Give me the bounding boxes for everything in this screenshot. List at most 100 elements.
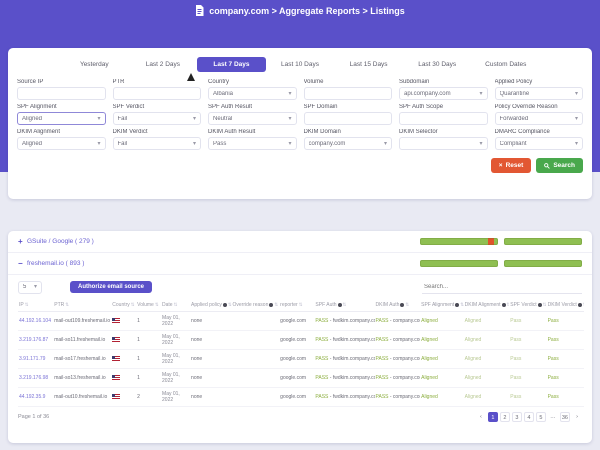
dkim-domain-select[interactable]: company.com ▾ <box>303 137 392 150</box>
dkim-auth-result-select[interactable]: Pass ▾ <box>208 137 297 150</box>
info-icon[interactable] <box>577 302 582 307</box>
cell-dkim-verdict: Pass <box>546 349 584 369</box>
cell-ip[interactable]: 3.219.176.87 <box>18 330 54 350</box>
cell-country <box>111 349 137 369</box>
chevron-down-icon: ▾ <box>288 90 292 97</box>
dkim-alignment-select[interactable]: Aligned ▾ <box>17 137 106 150</box>
table-search-input[interactable] <box>422 280 582 294</box>
col-spf-verdict[interactable]: SPF Verdict ⇅ <box>509 299 547 312</box>
page-button-36[interactable]: 36 <box>559 412 570 422</box>
col-spf-auth[interactable]: SPF Auth ⇅ <box>314 299 375 312</box>
cell-override-reason <box>231 311 280 331</box>
col-dkim-verdict[interactable]: DKIM Verdict⇅ <box>546 299 584 312</box>
dkim-selector-select[interactable]: ▾ <box>399 137 488 150</box>
filter-label: SPF Auth Scope <box>399 104 444 110</box>
country-select[interactable]: Albania ▾ <box>208 87 297 100</box>
collapse-icon[interactable]: − <box>18 259 23 268</box>
table-row: 3.219.176.87 mail-so11.freshemail.io 1 M… <box>18 330 584 350</box>
col-ptr[interactable]: PTR⇅ <box>53 299 112 312</box>
page-button-2[interactable]: 2 <box>499 412 510 422</box>
next-page-button[interactable]: › <box>576 414 578 420</box>
spf-auth-scope-input[interactable] <box>399 112 488 125</box>
col-volume[interactable]: Volume⇅ <box>136 299 162 312</box>
col-dkim-alignment[interactable]: DKIM Alignment⇅ <box>463 299 510 312</box>
page-button-5[interactable]: 5 <box>535 412 546 422</box>
cell-dkim-alignment: Aligned <box>463 330 510 350</box>
expand-icon[interactable]: + <box>18 237 23 246</box>
search-button[interactable]: Search <box>536 158 583 173</box>
page-button-1[interactable]: 1 <box>487 412 498 422</box>
info-icon[interactable] <box>337 302 342 307</box>
subdomain-select[interactable]: api.company.com ▾ <box>399 87 488 100</box>
table-toolbar: 5 ▾ Authorize email source <box>8 275 592 299</box>
cell-spf-verdict: Pass <box>509 311 547 331</box>
col-override-reason[interactable]: Override reason ⇅ <box>231 299 280 312</box>
spf-auth-result-select[interactable]: Neutral ▾ <box>208 112 297 125</box>
spf-verdict-select[interactable]: Fail ▾ <box>112 112 201 125</box>
filter-label: DKIM Verdict <box>112 129 148 135</box>
chevron-down-icon: ▾ <box>288 115 292 122</box>
tab-last-30-days[interactable]: Last 30 Days <box>418 61 457 68</box>
tab-custom-dates[interactable]: Custom Dates <box>485 61 527 68</box>
col-applied-policy[interactable]: Applied policy ⇅ <box>190 299 232 312</box>
filter-country: Country Albania ▾ <box>208 79 297 100</box>
tab-yesterday[interactable]: Yesterday <box>79 61 109 68</box>
info-icon[interactable] <box>501 302 506 307</box>
table-row: 44.192.16.104 mail-out109.freshemail.io … <box>18 311 584 331</box>
tab-last-2-days[interactable]: Last 2 Days <box>145 61 181 68</box>
cell-volume: 1 <box>136 311 162 331</box>
source-name[interactable]: freshemail.io ( 893 ) <box>27 260 85 267</box>
reset-button[interactable]: × Reset <box>490 158 532 173</box>
cell-ptr: mail-so13.freshemail.io <box>53 368 112 388</box>
page-button-4[interactable]: 4 <box>523 412 534 422</box>
cell-applied-policy: none <box>190 349 232 369</box>
applied-policy-select[interactable]: Quarantine ▾ <box>494 87 583 100</box>
sort-icon: ⇅ <box>65 302 70 307</box>
prev-page-button[interactable]: ‹ <box>479 414 482 420</box>
page-size-select[interactable]: 5 ▾ <box>18 280 42 294</box>
cell-dkim-verdict: Pass <box>546 311 584 331</box>
info-icon[interactable] <box>269 302 274 307</box>
cell-dkim-alignment: Aligned <box>463 311 510 331</box>
col-spf-alignment[interactable]: SPF Alignment ⇅ <box>420 299 464 312</box>
tab-last-10-days[interactable]: Last 10 Days <box>281 61 319 68</box>
info-icon[interactable] <box>400 302 405 307</box>
cell-ip[interactable]: 44.192.35.9 <box>18 387 54 407</box>
info-icon[interactable] <box>537 302 542 307</box>
col-reporter[interactable]: reporter⇅ <box>279 299 315 312</box>
chevron-down-icon: ▾ <box>97 115 101 122</box>
spf-alignment-select[interactable]: Aligned ▾ <box>17 112 106 125</box>
sort-icon: ⇅ <box>227 302 232 307</box>
col-ip[interactable]: IP⇅ <box>18 299 54 312</box>
authorize-email-source-button[interactable]: Authorize email source <box>70 281 153 293</box>
cell-ptr: mail-so17.freshemail.io <box>53 349 112 369</box>
cell-ptr: mail-out10.freshemail.io <box>53 387 112 407</box>
cell-dkim-auth: PASS - company.com <box>374 349 421 369</box>
cell-dkim-alignment: Aligned <box>463 368 510 388</box>
dmarc-compliance-select[interactable]: Compliant ▾ <box>494 137 583 150</box>
filter-label: DKIM Selector <box>399 129 438 135</box>
col-dkim-auth[interactable]: DKIM Auth ⇅ <box>374 299 421 312</box>
dkim-verdict-select[interactable]: Fail ▾ <box>112 137 201 150</box>
info-icon[interactable] <box>455 302 460 307</box>
filter-policy-override-reason: Policy Override Reason Forwarded ▾ <box>494 104 583 125</box>
tab-last-7-days[interactable]: Last 7 Days <box>197 57 266 72</box>
source-name[interactable]: GSuite / Google ( 279 ) <box>27 238 94 245</box>
tab-last-15-days[interactable]: Last 15 Days <box>349 61 388 68</box>
policy-override-reason-select[interactable]: Forwarded ▾ <box>494 112 583 125</box>
pagination: ‹ 1 2 3 4 5 … 36 › <box>476 412 582 422</box>
ptr-input[interactable] <box>112 87 201 100</box>
filter-grid: Source IP PTR Country Albania ▾ Volume S… <box>8 72 592 150</box>
volume-input[interactable] <box>303 87 392 100</box>
info-icon[interactable] <box>222 302 227 307</box>
col-date[interactable]: Date⇅ <box>161 299 191 312</box>
cell-ip[interactable]: 44.192.16.104 <box>18 311 54 331</box>
col-country[interactable]: Country⇅ <box>111 299 137 312</box>
cell-dkim-auth: PASS - company.com <box>374 311 421 331</box>
cell-ip[interactable]: 3.91.171.79 <box>18 349 54 369</box>
page-button-3[interactable]: 3 <box>511 412 522 422</box>
source-ip-input[interactable] <box>17 87 106 100</box>
filter-spf-auth-result: SPF Auth Result Neutral ▾ <box>208 104 297 125</box>
spf-domain-input[interactable] <box>303 112 392 125</box>
cell-ip[interactable]: 3.219.176.98 <box>18 368 54 388</box>
